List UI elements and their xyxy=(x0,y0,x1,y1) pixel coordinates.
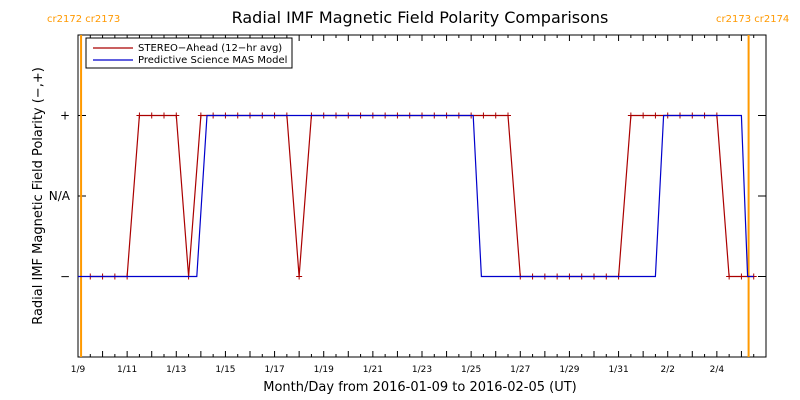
x-tick-label: 1/23 xyxy=(412,365,432,375)
legend-label-mas-model: Predictive Science MAS Model xyxy=(138,55,287,66)
x-tick-label: 1/15 xyxy=(215,365,235,375)
x-axis-ticks: 1/9 1/11 1/13 1/15 1/17 1/19 1/21 1/23 1/25 1/27 1… xyxy=(71,35,767,375)
legend-label-stereo: STEREO−Ahead (12−hr avg) xyxy=(138,43,282,54)
y-tick-label: + xyxy=(60,109,70,123)
plot-frame xyxy=(77,34,767,358)
y-tick-label: N/A xyxy=(49,189,71,203)
data-point xyxy=(161,112,167,119)
data-point xyxy=(136,112,143,119)
legend-box xyxy=(85,37,293,69)
y-axis-label: Radial IMF Magnetic Field Polarity (−,+) xyxy=(31,67,46,325)
carrington-label-left: cr2172 cr2173 xyxy=(47,14,120,25)
x-tick-label: 1/31 xyxy=(608,365,628,375)
y-tick-label: − xyxy=(60,270,70,284)
data-point xyxy=(492,112,499,119)
data-point xyxy=(726,273,733,280)
x-axis-label: Month/Day from 2016-01-09 to 2016-02-05 … xyxy=(263,380,576,395)
carrington-markers xyxy=(80,35,750,357)
x-tick-label: 1/21 xyxy=(363,365,383,375)
legend: STEREO−Ahead (12−hr avg) Predictive Scie… xyxy=(85,37,293,69)
x-tick-label: 2/4 xyxy=(710,365,725,375)
data-point xyxy=(296,273,303,280)
series-line-0 xyxy=(90,114,754,278)
data-point xyxy=(627,112,634,119)
x-tick-label: 1/27 xyxy=(510,365,530,375)
x-tick-label: 1/13 xyxy=(166,365,186,375)
carrington-label-right: cr2173 cr2174 xyxy=(716,14,789,25)
x-tick-label: 1/19 xyxy=(314,365,334,375)
series-line-1 xyxy=(78,114,754,278)
data-point xyxy=(480,112,487,119)
x-tick-label: 1/11 xyxy=(117,365,137,375)
data-point xyxy=(173,112,180,119)
y-axis-ticks: − N/A + xyxy=(49,109,766,284)
data-point xyxy=(148,112,155,119)
data-point xyxy=(738,273,745,280)
x-tick-label: 1/25 xyxy=(461,365,481,375)
series-layer xyxy=(78,112,757,280)
data-point xyxy=(197,112,204,119)
x-tick-label: 1/9 xyxy=(71,365,86,375)
x-tick-label: 2/2 xyxy=(660,365,674,375)
x-tick-label: 1/29 xyxy=(559,365,579,375)
data-point xyxy=(505,112,511,119)
data-point xyxy=(652,112,659,119)
data-point xyxy=(640,112,647,119)
x-tick-label: 1/17 xyxy=(264,365,284,375)
chart-title: Radial IMF Magnetic Field Polarity Compa… xyxy=(232,8,609,27)
